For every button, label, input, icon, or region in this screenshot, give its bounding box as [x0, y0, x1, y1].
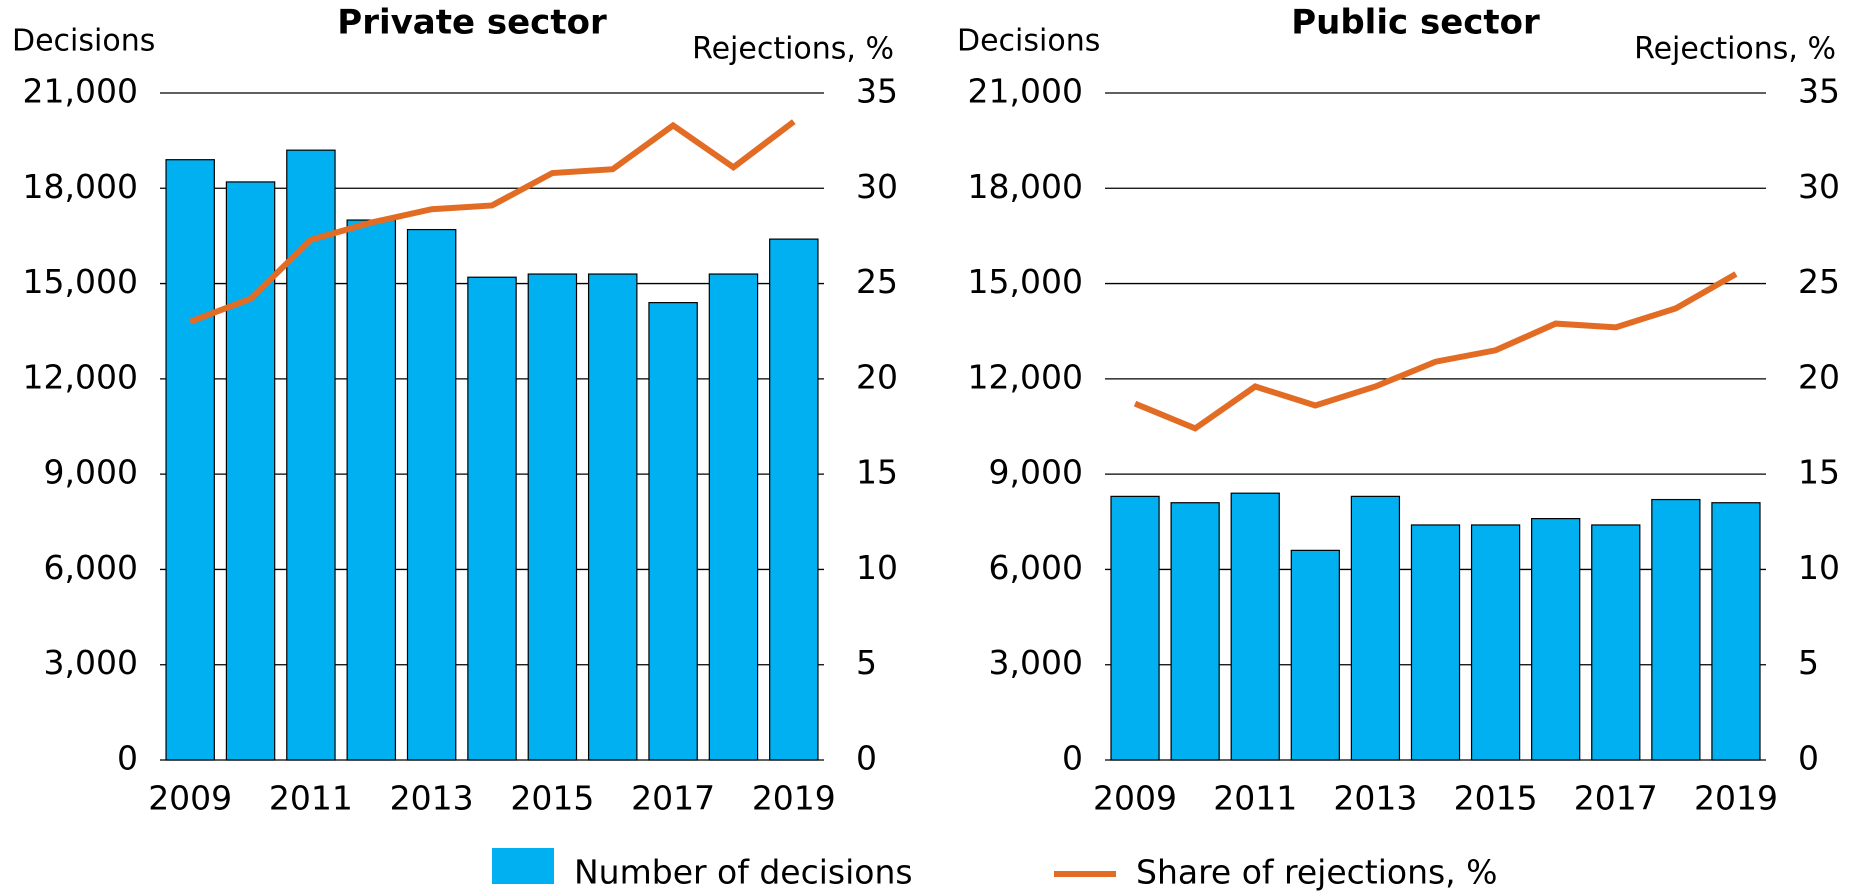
y2-tick-label: 10 — [856, 548, 898, 587]
legend-label: Share of rejections, % — [1136, 853, 1498, 892]
y2-tick-label: 15 — [1798, 453, 1840, 492]
x-tick-label: 2013 — [1333, 779, 1417, 818]
y2-tick-label: 5 — [856, 643, 877, 682]
y-tick-label: 6,000 — [44, 548, 138, 587]
y-tick-label: 9,000 — [44, 453, 138, 492]
bar — [346, 219, 397, 761]
y2-tick-label: 0 — [856, 739, 877, 778]
x-tick-label: 2011 — [269, 779, 353, 818]
y-tick-label: 6,000 — [989, 548, 1083, 587]
bar — [527, 273, 578, 761]
y2-tick-label: 25 — [856, 262, 898, 301]
bar — [1350, 495, 1401, 761]
x-tick-label: 2019 — [1694, 779, 1778, 818]
line — [1133, 271, 1738, 432]
y2-tick-label: 25 — [1798, 262, 1840, 301]
bar — [769, 238, 819, 761]
bar — [648, 302, 698, 761]
y-tick-label: 21,000 — [968, 72, 1083, 111]
y-tick-label: 18,000 — [968, 167, 1083, 206]
y-tick-label: 18,000 — [23, 167, 138, 206]
bar — [1410, 524, 1461, 761]
x-tick-label: 2017 — [631, 779, 715, 818]
y-tick-label: 12,000 — [23, 357, 138, 396]
x-tick-label: 2013 — [390, 779, 474, 818]
y2-tick-label: 0 — [1798, 739, 1819, 778]
y2-tick-label: 35 — [856, 72, 898, 111]
x-tick-label: 2015 — [510, 779, 594, 818]
y2-tick-label: 10 — [1798, 548, 1840, 587]
y-tick-label: 3,000 — [44, 643, 138, 682]
x-tick-label: 2009 — [148, 779, 232, 818]
bar — [1591, 524, 1641, 761]
bar — [225, 181, 276, 761]
y-tick-label: 21,000 — [23, 72, 138, 111]
x-tick-label: 2009 — [1093, 779, 1177, 818]
y-tick-label: 0 — [117, 739, 138, 778]
x-tick-label: 2019 — [752, 779, 836, 818]
y-tick-label: 15,000 — [23, 262, 138, 301]
y2-tick-label: 15 — [856, 453, 898, 492]
y-tick-label: 0 — [1062, 739, 1083, 778]
y-tick-label: 12,000 — [968, 357, 1083, 396]
legend-label: Number of decisions — [574, 853, 913, 892]
bar — [1110, 495, 1160, 761]
x-tick-label: 2015 — [1454, 779, 1538, 818]
bar — [1711, 502, 1761, 761]
x-tick-label: 2011 — [1213, 779, 1297, 818]
bar — [1290, 549, 1340, 761]
y2-tick-label: 20 — [1798, 357, 1840, 396]
legend-swatch — [492, 848, 554, 884]
bar — [1531, 518, 1581, 761]
bar — [467, 276, 517, 761]
bar — [286, 149, 336, 761]
chart-title: Public sector — [1291, 3, 1540, 43]
bar — [708, 273, 759, 761]
bar — [1230, 492, 1280, 761]
bar — [1651, 498, 1701, 761]
y-tick-label: 9,000 — [989, 453, 1083, 492]
bar — [165, 159, 215, 761]
y2-tick-label: 5 — [1798, 643, 1819, 682]
y2-tick-label: 30 — [1798, 167, 1840, 206]
y2-tick-label: 35 — [1798, 72, 1840, 111]
y-axis-label: Decisions — [957, 24, 1100, 59]
y-tick-label: 3,000 — [989, 643, 1083, 682]
y-tick-label: 15,000 — [968, 262, 1083, 301]
y2-axis-label: Rejections, % — [692, 32, 894, 67]
x-tick-label: 2017 — [1574, 779, 1658, 818]
chart-title: Private sector — [337, 3, 607, 43]
y2-tick-label: 30 — [856, 167, 898, 206]
bar — [406, 228, 457, 761]
bar — [1470, 524, 1521, 761]
line — [189, 119, 796, 325]
y2-tick-label: 20 — [856, 357, 898, 396]
y-axis-label: Decisions — [12, 24, 155, 59]
bar — [587, 273, 638, 761]
bar — [1170, 502, 1220, 761]
y2-axis-label: Rejections, % — [1634, 32, 1836, 67]
